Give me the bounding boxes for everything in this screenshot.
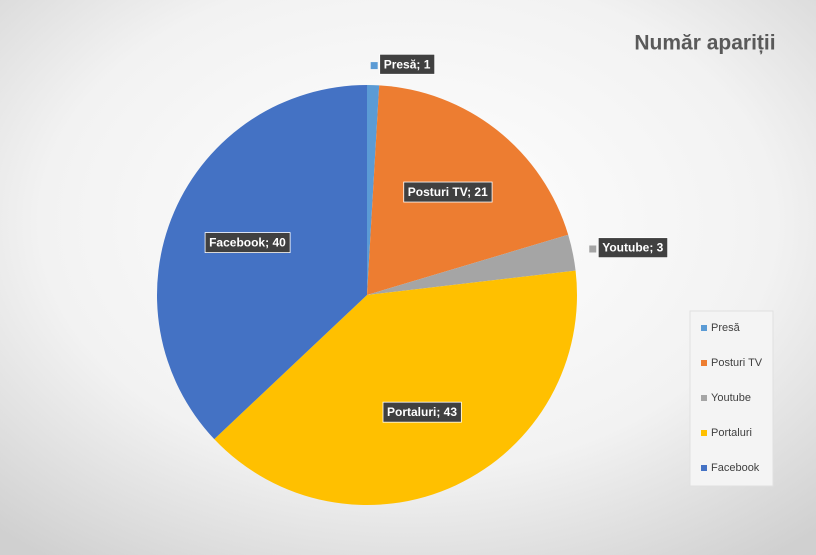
legend-label: Portaluri	[711, 427, 752, 439]
legend-label: Presă	[711, 322, 741, 334]
label-key	[370, 62, 378, 70]
legend-label: Posturi TV	[711, 357, 763, 369]
data-label-text: Presă; 1	[384, 57, 431, 71]
data-label-text: Facebook; 40	[209, 236, 286, 250]
pie-slice	[367, 85, 380, 295]
data-label-box	[204, 232, 291, 254]
data-label: Facebook; 40	[204, 232, 291, 254]
data-label: Posturi TV; 21	[403, 181, 493, 203]
data-label-box	[597, 237, 669, 259]
chart-title: Număr apariții	[634, 32, 775, 55]
label-key	[589, 245, 597, 253]
legend-marker	[701, 395, 707, 401]
data-label-text: Portaluri; 43	[387, 405, 457, 419]
legend-label: Youtube	[711, 392, 751, 404]
data-label: Portaluri; 43	[382, 401, 462, 423]
legend-marker	[701, 325, 707, 331]
pie-slice	[157, 85, 367, 440]
legend-label: Facebook	[711, 462, 760, 474]
legend-marker	[701, 465, 707, 471]
data-label-text: Youtube; 3	[602, 241, 663, 255]
data-label: Youtube; 3	[589, 237, 669, 259]
data-label: Presă; 1	[370, 53, 436, 75]
pie-slice	[367, 234, 576, 295]
legend-marker	[701, 360, 707, 366]
pie-slice	[214, 270, 578, 506]
data-label-box	[403, 181, 493, 203]
data-label-text: Posturi TV; 21	[408, 185, 488, 199]
legend-marker	[701, 430, 707, 436]
data-label-box	[382, 401, 462, 423]
data-label-box	[379, 53, 436, 75]
